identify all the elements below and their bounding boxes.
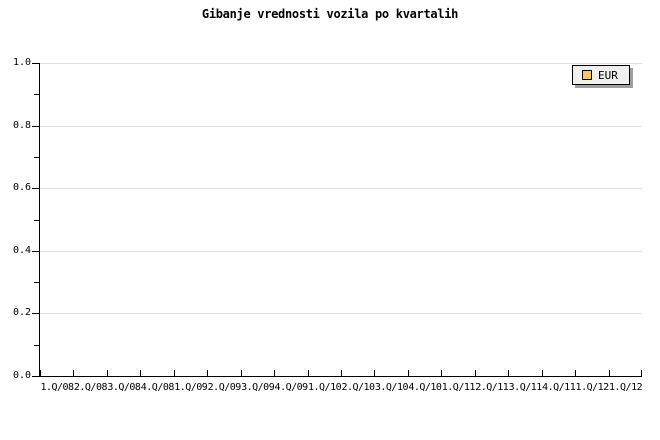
x-tick xyxy=(575,370,576,376)
x-tick xyxy=(241,370,242,376)
y-gridline xyxy=(40,313,642,314)
x-tick xyxy=(73,370,74,376)
y-tick-label: 0.0 xyxy=(12,370,31,381)
x-tick xyxy=(609,370,610,376)
x-tick xyxy=(374,370,375,376)
x-tick-label: 2.Q/10 xyxy=(341,382,375,393)
plot-area xyxy=(32,63,642,377)
x-tick xyxy=(475,370,476,376)
y-tick-label: 0.4 xyxy=(12,244,31,256)
legend-swatch-eur xyxy=(582,70,592,80)
y-tick-minor xyxy=(34,94,39,95)
legend: EUR xyxy=(572,65,630,85)
x-tick-label: 3.Q/08 xyxy=(107,382,141,393)
y-tick-minor xyxy=(34,157,39,158)
y-tick-label: 0.6 xyxy=(12,182,31,194)
y-tick-label: 0.2 xyxy=(12,307,31,319)
x-tick-label: 4.Q/09 xyxy=(274,382,309,393)
y-tick-major xyxy=(32,313,39,314)
y-tick-minor xyxy=(34,282,39,283)
x-tick-label: 4.Q/08 xyxy=(140,382,175,393)
x-tick xyxy=(140,370,141,376)
x-tick xyxy=(641,370,642,376)
x-tick-label: 3.Q/11 xyxy=(508,382,543,393)
x-tick-label: 2.Q/11 xyxy=(475,382,509,393)
y-gridline xyxy=(40,63,642,64)
x-tick-label: 3.Q/09 xyxy=(241,382,275,393)
y-gridline xyxy=(40,251,642,252)
chart-title: Gibanje vrednosti vozila po kvartalih xyxy=(201,7,459,21)
y-tick-major xyxy=(32,188,39,189)
y-tick-major xyxy=(32,63,39,64)
x-tick xyxy=(107,370,108,376)
x-tick xyxy=(207,370,208,376)
x-tick-label: 3.Q/10 xyxy=(374,382,409,393)
x-tick-label: 1.Q/10 xyxy=(307,382,342,393)
y-tick-label: 1.0 xyxy=(12,57,31,68)
y-gridline xyxy=(40,188,642,189)
y-tick-label: 0.8 xyxy=(12,119,31,131)
x-tick xyxy=(341,370,342,376)
x-tick-label: 1.Q/09 xyxy=(174,382,208,393)
x-tick xyxy=(408,370,409,376)
x-tick xyxy=(174,370,175,376)
x-tick-label: 1.Q/08 xyxy=(40,382,74,393)
x-tick-label: 4.Q/10 xyxy=(408,382,442,393)
y-tick-major xyxy=(32,126,39,127)
x-tick xyxy=(40,370,41,376)
legend-label-eur: EUR xyxy=(598,68,618,82)
x-tick-label: 1.Q/11 xyxy=(441,382,476,393)
x-tick-label: 4.Q/11 xyxy=(542,382,576,393)
y-tick-major xyxy=(32,376,39,377)
y-tick-minor xyxy=(34,220,39,221)
y-tick-major xyxy=(32,251,39,252)
y-gridline xyxy=(40,126,642,127)
x-tick-label: 1.Q/12 xyxy=(575,382,610,393)
x-tick xyxy=(308,370,309,376)
x-tick xyxy=(274,370,275,376)
x-tick-label: 1.Q/12 xyxy=(608,382,643,393)
x-tick-label: 2.Q/08 xyxy=(73,382,108,393)
y-tick-minor xyxy=(34,345,39,346)
x-tick xyxy=(508,370,509,376)
x-tick xyxy=(441,370,442,376)
x-tick-label: 2.Q/09 xyxy=(207,382,242,393)
x-tick xyxy=(542,370,543,376)
